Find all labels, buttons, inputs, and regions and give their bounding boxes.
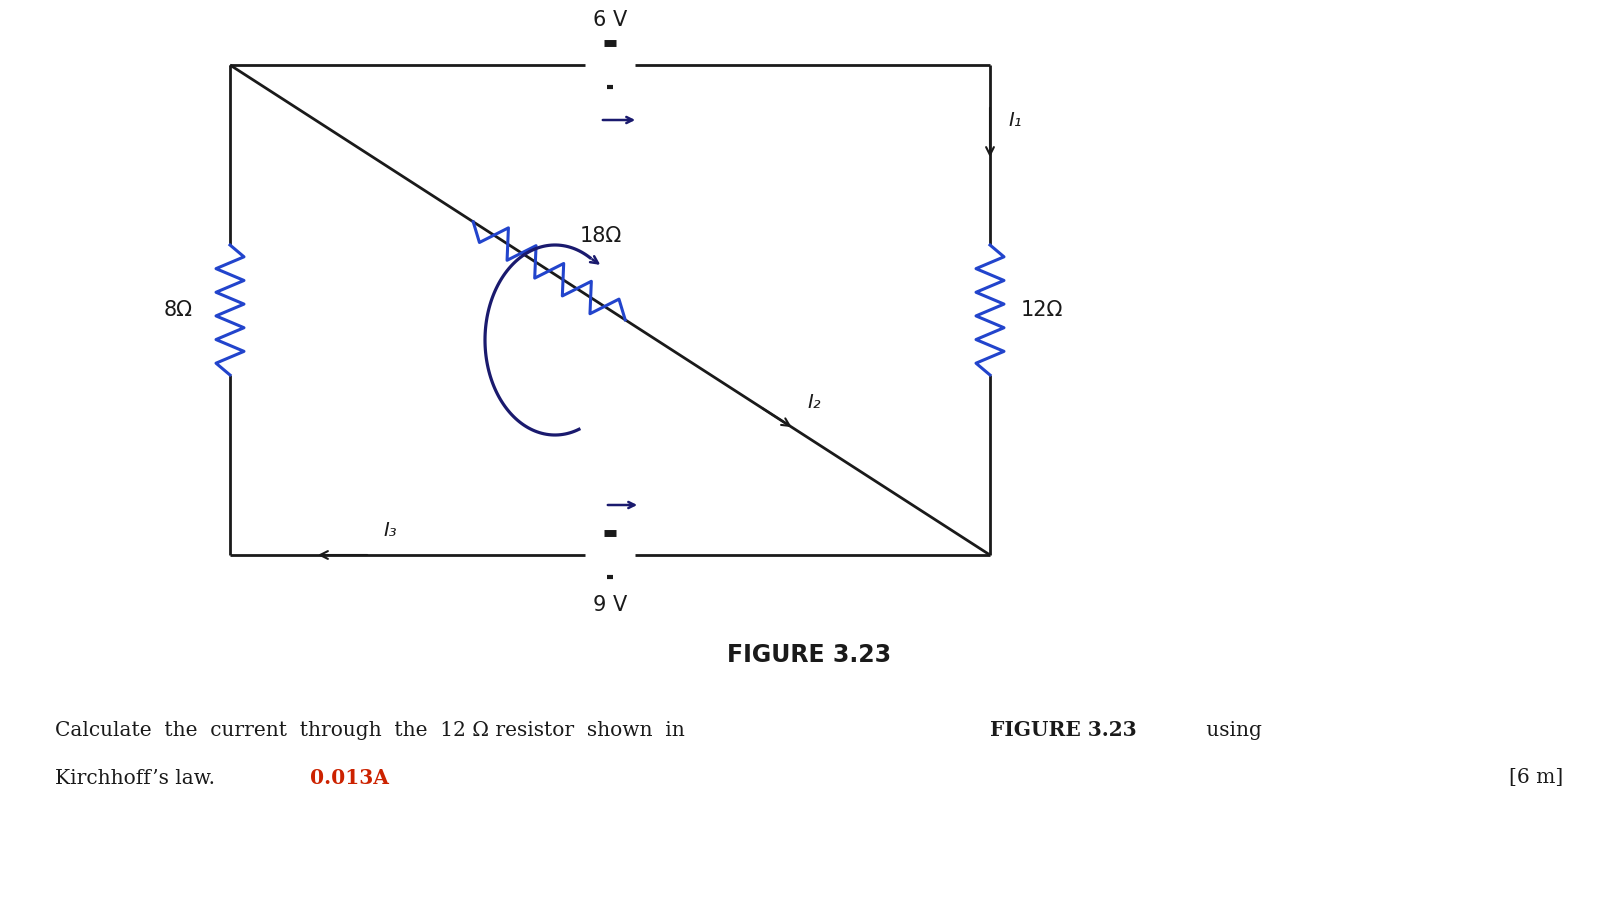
Text: Kirchhoff’s law.: Kirchhoff’s law.	[55, 768, 235, 787]
Text: I₂: I₂	[807, 394, 820, 413]
Text: using: using	[1201, 720, 1262, 739]
Text: 9 V: 9 V	[592, 595, 628, 615]
Text: 8Ω: 8Ω	[163, 300, 193, 320]
Text: FIGURE 3.23: FIGURE 3.23	[726, 643, 892, 667]
Text: 0.013A: 0.013A	[311, 768, 388, 788]
Text: I₁: I₁	[1008, 110, 1021, 129]
Text: 6 V: 6 V	[592, 10, 628, 30]
Text: Calculate  the  current  through  the  12 Ω resistor  shown  in: Calculate the current through the 12 Ω r…	[55, 720, 691, 739]
Text: 18Ω: 18Ω	[579, 226, 621, 246]
Text: 12Ω: 12Ω	[1021, 300, 1063, 320]
Text: I₃: I₃	[383, 520, 396, 539]
Text: [6 m]: [6 m]	[1508, 768, 1563, 787]
Text: FIGURE 3.23: FIGURE 3.23	[990, 720, 1136, 740]
